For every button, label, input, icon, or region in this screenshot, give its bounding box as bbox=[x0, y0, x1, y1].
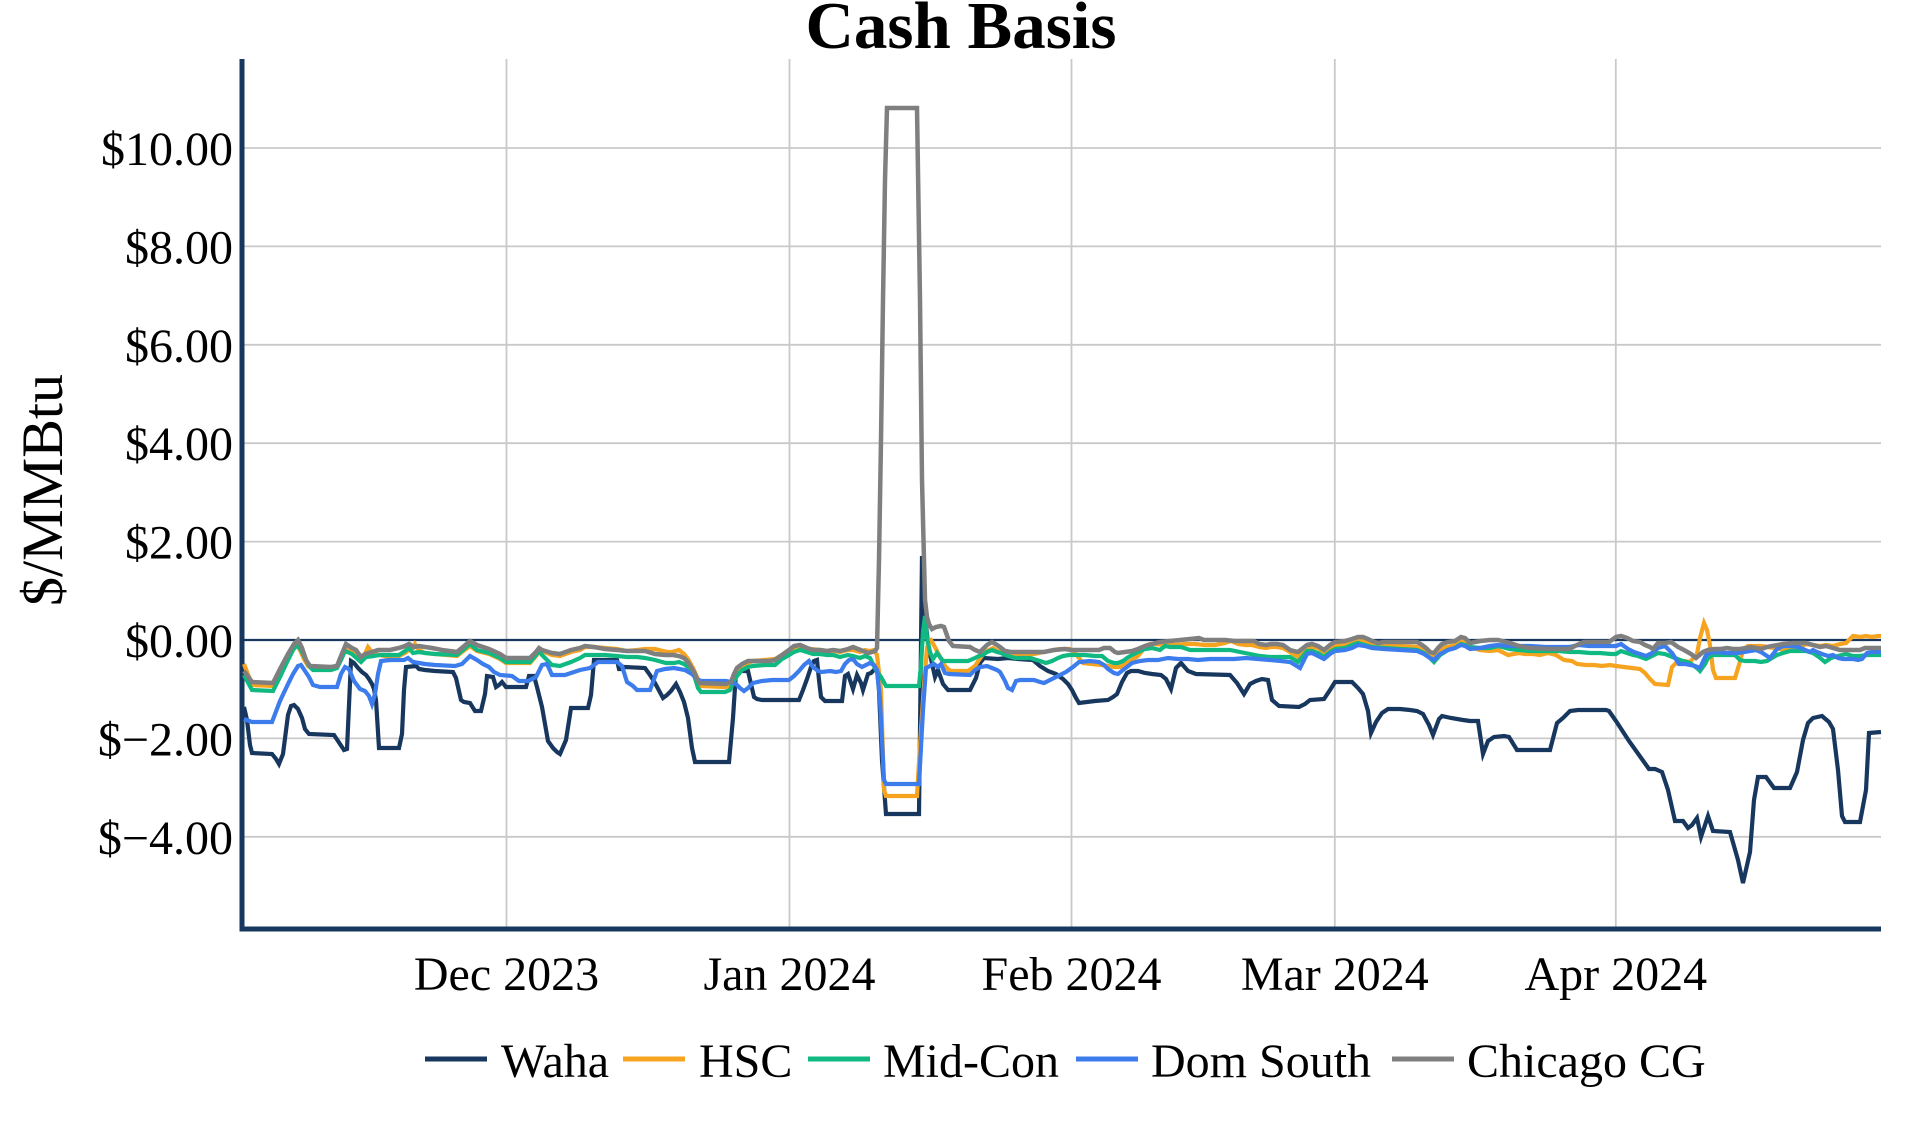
svg-text:$8.00: $8.00 bbox=[125, 221, 233, 274]
svg-text:$4.00: $4.00 bbox=[125, 418, 233, 471]
svg-text:$6.00: $6.00 bbox=[125, 320, 233, 373]
svg-text:Chicago CG: Chicago CG bbox=[1467, 1035, 1706, 1088]
svg-text:Dom South: Dom South bbox=[1151, 1035, 1371, 1088]
svg-text:Waha: Waha bbox=[501, 1035, 609, 1088]
svg-text:$2.00: $2.00 bbox=[125, 517, 233, 570]
svg-text:$0.00: $0.00 bbox=[125, 615, 233, 668]
svg-text:Mar 2024: Mar 2024 bbox=[1241, 948, 1429, 1001]
svg-text:Cash Basis: Cash Basis bbox=[806, 0, 1117, 63]
svg-text:Mid-Con: Mid-Con bbox=[883, 1035, 1059, 1088]
svg-text:Apr 2024: Apr 2024 bbox=[1524, 948, 1707, 1001]
svg-text:Jan 2024: Jan 2024 bbox=[704, 948, 876, 1001]
svg-text:$/MMBtu: $/MMBtu bbox=[10, 374, 75, 606]
svg-text:$−4.00: $−4.00 bbox=[98, 812, 233, 865]
svg-text:Feb 2024: Feb 2024 bbox=[982, 948, 1162, 1001]
svg-text:Dec 2023: Dec 2023 bbox=[414, 948, 599, 1001]
svg-text:$10.00: $10.00 bbox=[101, 123, 233, 176]
svg-text:HSC: HSC bbox=[699, 1035, 792, 1088]
svg-text:$−2.00: $−2.00 bbox=[98, 713, 233, 766]
